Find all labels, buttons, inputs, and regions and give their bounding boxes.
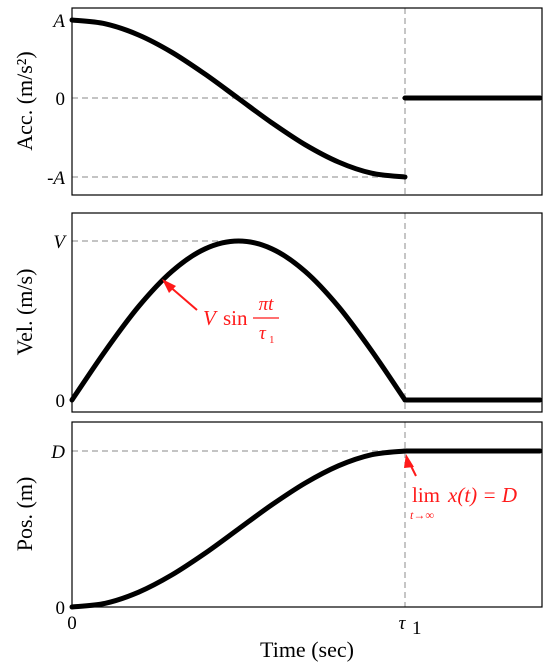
vel-annotation-denominator-sub: 1 xyxy=(269,334,275,346)
vel-panel: V 0 Vel. (m/s) V sin πt τ 1 xyxy=(12,212,543,413)
pos-panel: D 0 Pos. (m) lim x(t) = D t→∞ 0 τ 1 Time… xyxy=(12,421,543,662)
vel-annotation-denominator: τ xyxy=(259,323,267,344)
acc-ytick-a: A xyxy=(51,11,65,32)
vel-axes-frame xyxy=(71,212,543,413)
acc-panel: A 0 -A Acc. (m/s²) xyxy=(12,7,543,196)
vel-curve xyxy=(69,238,408,403)
vel-annotation: V sin πt τ 1 xyxy=(162,279,279,346)
pos-curve xyxy=(69,448,408,610)
vel-ylabel: Vel. (m/s) xyxy=(12,269,37,356)
pos-annotation-lim: lim xyxy=(412,483,440,507)
vel-annotation-v: V xyxy=(203,306,218,330)
vel-annotation-arrowhead xyxy=(162,279,176,293)
pos-ylabel: Pos. (m) xyxy=(12,477,37,552)
pos-annotation-arrowhead xyxy=(404,454,414,468)
pos-ytick-d: D xyxy=(50,442,65,463)
acc-curve xyxy=(69,17,408,180)
pos-xtick-tau-sub: 1 xyxy=(412,618,422,639)
pos-xtick-zero: 0 xyxy=(67,613,77,634)
pos-annotation-expr: x(t) = D xyxy=(447,483,517,507)
acc-ylabel: Acc. (m/s²) xyxy=(12,51,37,150)
pos-axes-frame xyxy=(71,421,543,608)
acc-ytick-zero: 0 xyxy=(56,89,66,110)
xlabel: Time (sec) xyxy=(260,637,354,662)
pos-annotation: lim x(t) = D t→∞ xyxy=(404,454,517,522)
pos-annotation-under: t→∞ xyxy=(410,508,434,522)
pos-xtick-tau: τ xyxy=(399,613,407,634)
vel-annotation-sin: sin xyxy=(223,306,248,330)
acc-ytick-minus-a: -A xyxy=(47,168,65,189)
vel-ytick-v: V xyxy=(53,232,67,253)
vel-annotation-numerator: πt xyxy=(259,294,275,315)
vel-ytick-zero: 0 xyxy=(56,391,66,412)
acc-axes-frame xyxy=(71,7,543,196)
pos-ytick-zero: 0 xyxy=(56,598,66,619)
